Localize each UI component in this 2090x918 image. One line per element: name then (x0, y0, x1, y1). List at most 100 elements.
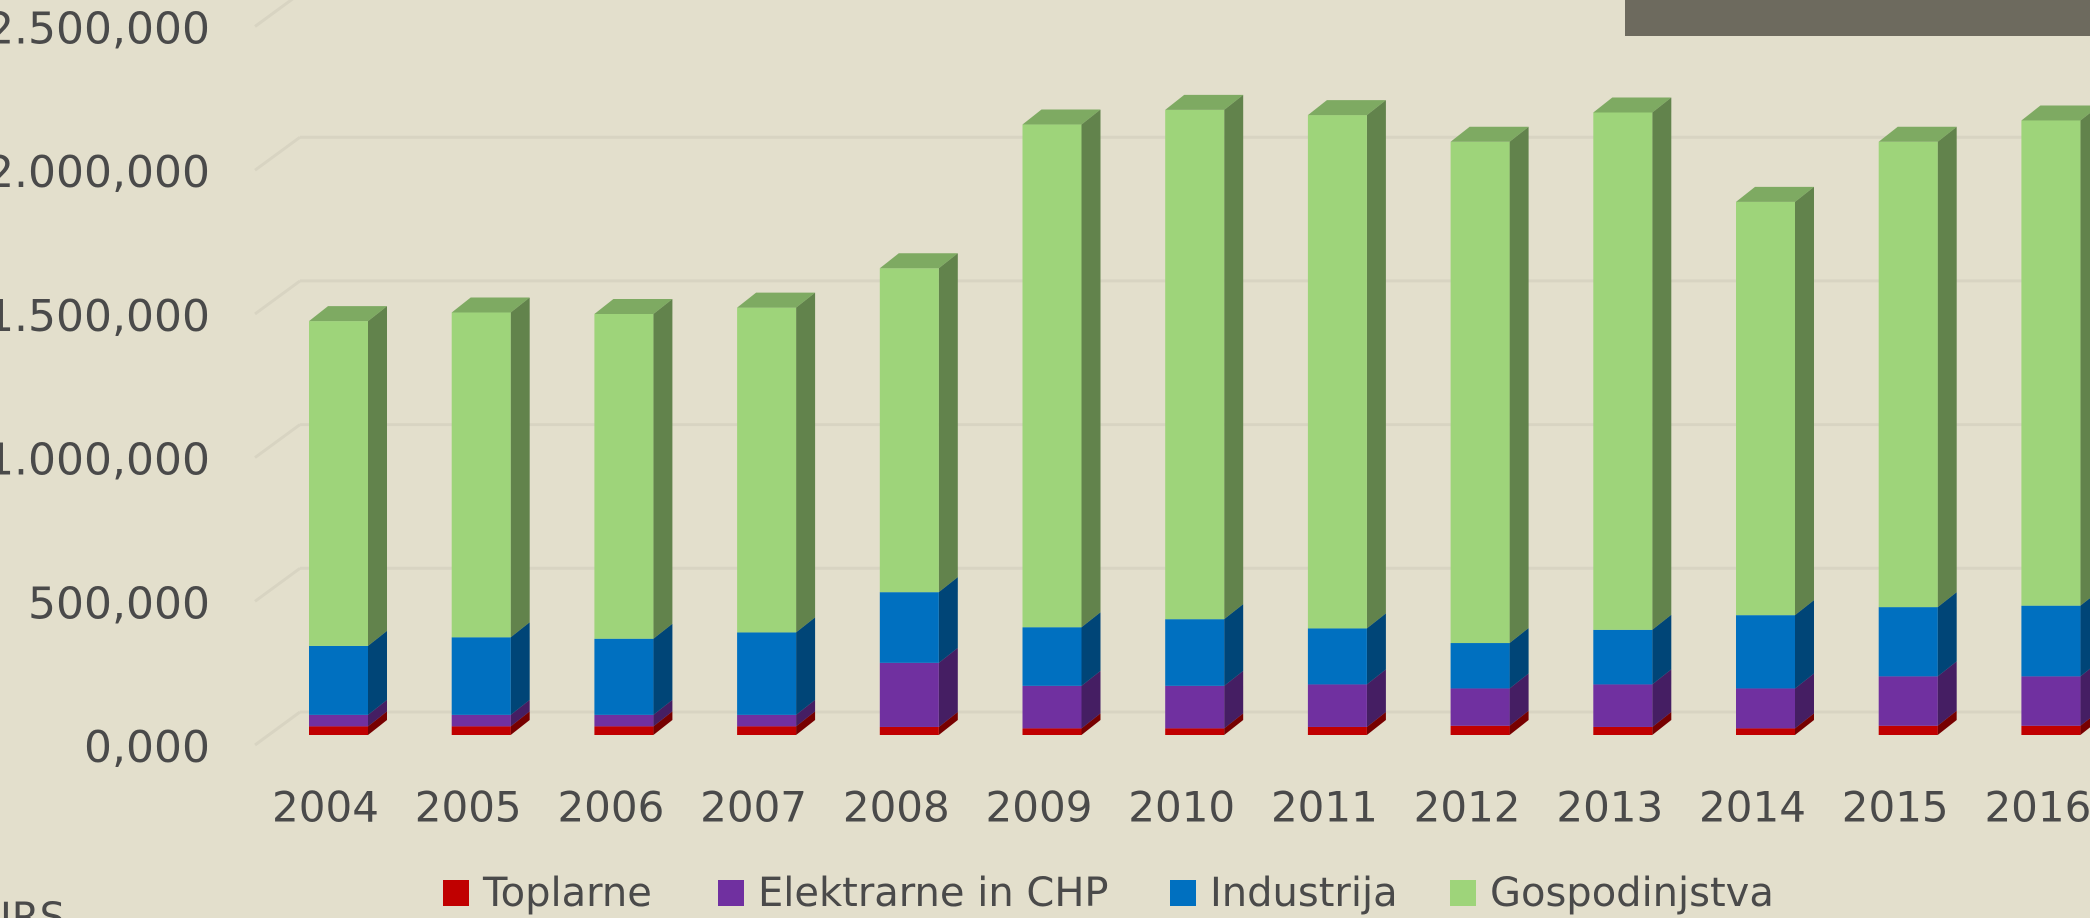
bar (451, 714, 511, 727)
bar-side (1224, 94, 1244, 620)
bar (1736, 688, 1795, 729)
bar (1165, 109, 1225, 620)
x-tick-label: 2008 (843, 783, 950, 832)
bar-side (1937, 710, 1957, 735)
bar-side (653, 623, 673, 715)
x-tick-label: 2012 (1414, 783, 1521, 832)
bar (1165, 685, 1225, 729)
bar-side (1795, 600, 1814, 689)
y-tick-label: 2.500,000 (0, 4, 210, 55)
bar-side (1224, 670, 1244, 729)
bar (879, 726, 939, 735)
bar-top (1307, 100, 1386, 116)
bar-top (1165, 94, 1244, 110)
bar-side (1795, 673, 1814, 729)
x-tick-label: 2005 (415, 783, 522, 832)
legend-label: Industrija (1210, 870, 1398, 916)
bar-side (510, 622, 530, 715)
bar (1450, 688, 1510, 726)
bar-side (2080, 718, 2090, 735)
bar (1307, 726, 1367, 735)
bar-side (938, 711, 958, 735)
bar (1736, 728, 1795, 735)
bar-side (2080, 668, 2090, 726)
bar (737, 307, 797, 633)
bar (1307, 628, 1367, 685)
bar-side (653, 711, 673, 735)
bar-side (1937, 661, 1957, 726)
bar-top (1736, 186, 1814, 202)
bar (1022, 728, 1082, 735)
bar (1450, 141, 1510, 644)
bar (1736, 615, 1795, 689)
bar-top (879, 253, 958, 269)
bar (309, 726, 368, 735)
bar (1878, 607, 1938, 677)
grid-line (254, 710, 301, 747)
legend-label: Toplarne (482, 870, 652, 916)
bar-side (1652, 711, 1672, 735)
bar (1593, 684, 1653, 727)
bar (594, 726, 654, 735)
bar-side (368, 711, 387, 735)
legend-swatch (1450, 880, 1476, 906)
bar (879, 592, 939, 663)
bar-side (1652, 614, 1672, 685)
bar-side (1509, 126, 1529, 644)
bar-top (309, 306, 387, 322)
bar (879, 268, 939, 593)
bar (879, 662, 939, 727)
bar-side (1937, 592, 1957, 677)
bar-side (796, 292, 816, 633)
bar-side (1224, 713, 1244, 735)
legend-label: Gospodinjstva (1490, 870, 1774, 916)
y-tick-label: 1.000,000 (0, 435, 210, 486)
x-tick-label: 2013 (1556, 783, 1663, 832)
grid-line (254, 423, 301, 459)
bar-side (938, 647, 958, 727)
bar-side (1509, 628, 1529, 689)
x-tick-label: 2011 (1271, 783, 1378, 832)
y-tick-label: 500,000 (28, 578, 210, 629)
bar (594, 313, 654, 639)
bar-top (2021, 105, 2090, 121)
bar-side (1081, 109, 1101, 628)
bar-side (938, 577, 958, 663)
bar (1593, 112, 1653, 630)
bar-side (1366, 711, 1386, 735)
bar (451, 312, 511, 638)
bar-top (1450, 126, 1529, 142)
bar-side (368, 306, 387, 646)
bar-side (368, 699, 387, 727)
legend-swatch (718, 880, 744, 906)
grid-line (254, 279, 301, 316)
bar (309, 714, 368, 727)
bar-side (1224, 604, 1244, 686)
grid-line (254, 135, 301, 172)
bar (2021, 725, 2081, 735)
x-tick-label: 2016 (1984, 783, 2090, 832)
bar-top (1022, 109, 1101, 125)
bar (737, 726, 797, 735)
bar-side (1366, 100, 1386, 629)
grid-line (254, 567, 301, 603)
bar-top (1878, 126, 1957, 142)
bar (1022, 627, 1082, 686)
corner-image (1625, 0, 2090, 36)
y-tick-label: 2.000,000 (0, 147, 210, 198)
x-tick-label: 2006 (557, 783, 664, 832)
bar-side (1795, 186, 1814, 616)
bar (2021, 605, 2081, 677)
bar (1165, 619, 1225, 686)
bar-top (737, 292, 816, 308)
bar (737, 714, 797, 727)
bar (1593, 629, 1653, 685)
legend-swatch (1170, 880, 1196, 906)
bar-side (796, 711, 816, 735)
bar-side (938, 253, 958, 593)
bar (594, 714, 654, 727)
bar (1878, 725, 1938, 735)
bar-top (451, 297, 530, 313)
